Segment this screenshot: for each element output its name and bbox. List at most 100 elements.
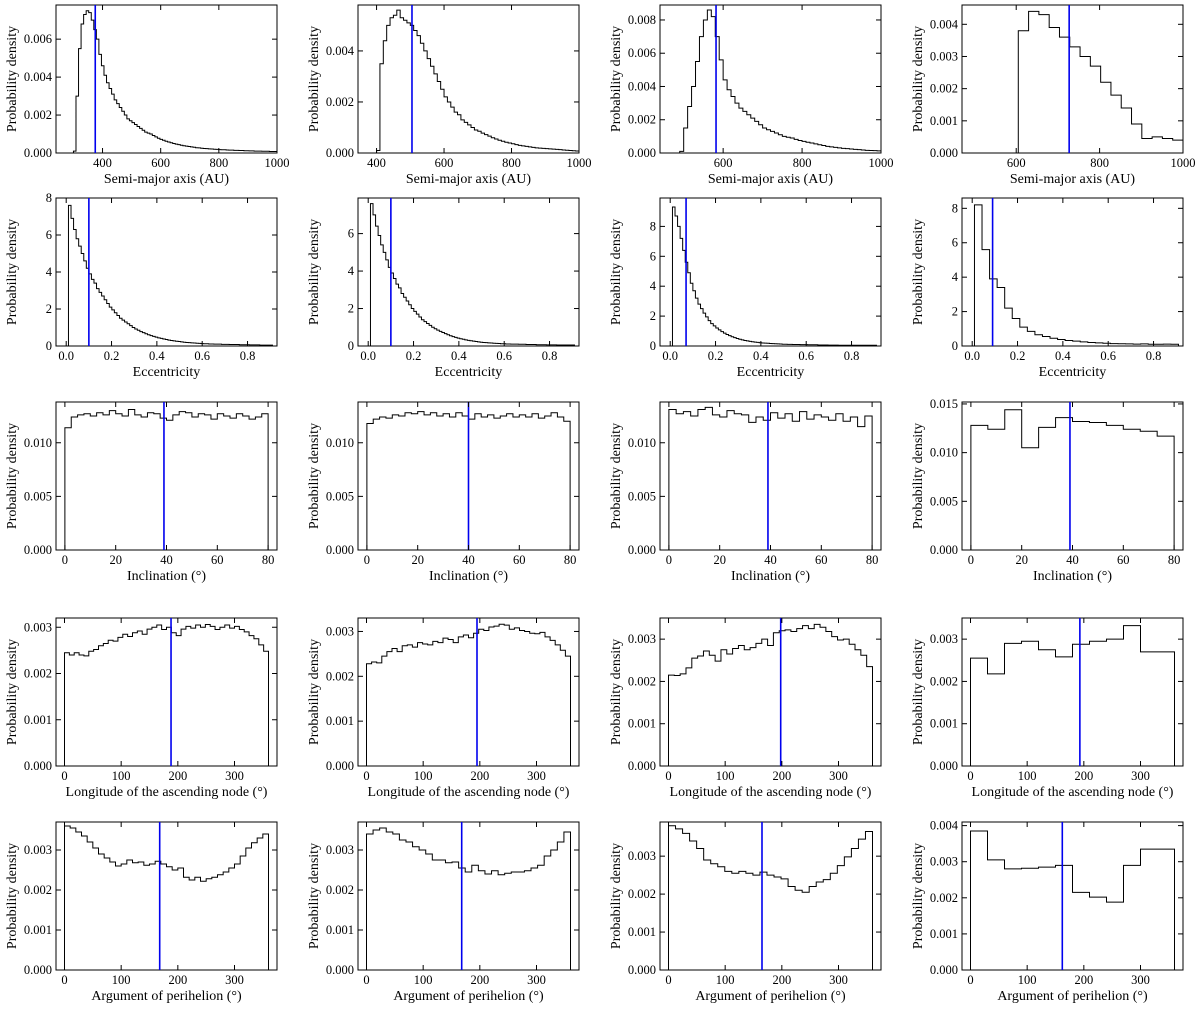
y-axis-title: Probability density	[5, 639, 20, 745]
y-tick-label: 8	[650, 219, 656, 233]
y-tick-label: 4	[952, 270, 959, 284]
y-tick-label: 0.002	[930, 674, 958, 688]
y-tick-label: 0.003	[930, 49, 958, 63]
histogram-panel: 0 100 200 300 0.000 0.001 0.002 0.003 Longitude …	[911, 617, 1184, 800]
y-tick-label: 0.000	[326, 543, 354, 557]
y-tick-label: 0.001	[24, 713, 52, 727]
y-tick-label: 0.002	[628, 674, 656, 688]
y-tick-label: 0.005	[930, 494, 958, 508]
plot-frame	[55, 401, 278, 551]
histogram-steps	[64, 409, 269, 550]
y-axis-title: Probability density	[5, 219, 20, 325]
histogram-steps	[64, 623, 269, 766]
histogram-panel: 0 100 200 300 0.000 0.001 0.002 0.003 Longitude …	[307, 617, 580, 800]
x-tick-label: 0	[666, 553, 672, 567]
histogram-steps	[970, 625, 1175, 766]
y-axis-title: Probability density	[307, 639, 322, 745]
x-tick-label: 0.4	[753, 349, 769, 363]
y-tick-label: 2	[650, 309, 656, 323]
x-axis-title: Eccentricity	[435, 365, 503, 380]
y-tick-label: 0.001	[628, 717, 656, 731]
y-axis-title: Probability density	[5, 423, 20, 529]
x-axis-title: Eccentricity	[737, 365, 805, 380]
x-tick-label: 300	[1131, 973, 1150, 987]
x-tick-label: 80	[564, 553, 577, 567]
y-tick-label: 2	[348, 302, 354, 316]
y-tick-label: 0.010	[24, 436, 52, 450]
x-axis-title: Semi-major axis (AU)	[708, 172, 834, 187]
y-tick-label: 0.002	[24, 883, 52, 897]
y-tick-label: 0.003	[24, 843, 52, 857]
x-tick-label: 0	[364, 553, 370, 567]
x-tick-label: 100	[112, 769, 131, 783]
x-tick-label: 20	[109, 553, 122, 567]
histogram-steps	[970, 409, 1175, 550]
plot-frame	[357, 4, 580, 154]
y-tick-label: 0	[46, 339, 52, 353]
histogram-steps	[973, 204, 1179, 346]
histogram-steps	[67, 204, 273, 346]
x-tick-label: 0.8	[542, 349, 558, 363]
x-axis-title: Inclination (°)	[731, 569, 810, 584]
plot-frame	[659, 197, 882, 347]
x-tick-label: 40	[160, 553, 173, 567]
x-tick-label: 0.8	[1146, 349, 1162, 363]
x-axis-title: Eccentricity	[1039, 365, 1107, 380]
x-axis-title: Inclination (°)	[429, 569, 508, 584]
plot-frame	[961, 617, 1184, 767]
histogram-panel: 0.0 0.2 0.4 0.6 0.8 0 2 4 6 Eccentricity Probabili…	[307, 197, 580, 380]
y-tick-label: 0	[348, 339, 354, 353]
y-tick-label: 0.001	[930, 927, 958, 941]
plot-frame	[659, 617, 882, 767]
y-tick-label: 0.000	[930, 543, 958, 557]
plot-frame	[55, 821, 278, 971]
histogram-panel: 0 100 200 300 0.000 0.001 0.002 0.003 Argument o…	[609, 821, 882, 1004]
x-tick-label: 0	[967, 769, 973, 783]
histogram-steps	[970, 830, 1175, 970]
x-tick-label: 80	[262, 553, 275, 567]
y-tick-label: 0.000	[24, 759, 52, 773]
y-axis-title: Probability density	[609, 423, 624, 529]
y-tick-label: 0.000	[628, 759, 656, 773]
x-axis-title: Argument of perihelion (°)	[997, 989, 1148, 1004]
x-tick-label: 60	[513, 553, 526, 567]
x-tick-label: 200	[772, 973, 791, 987]
x-tick-label: 0.2	[1010, 349, 1026, 363]
y-tick-label: 0.004	[628, 79, 657, 93]
y-tick-label: 0.001	[930, 114, 958, 128]
y-tick-label: 4	[348, 264, 355, 278]
x-tick-label: 0.8	[844, 349, 860, 363]
histogram-steps	[369, 203, 575, 346]
x-tick-label: 800	[209, 156, 228, 170]
x-tick-label: 400	[93, 156, 112, 170]
y-tick-label: 0.003	[326, 624, 354, 638]
x-tick-label: 20	[411, 553, 424, 567]
x-tick-label: 80	[866, 553, 879, 567]
y-tick-label: 0.003	[930, 855, 958, 869]
y-tick-label: 0.005	[24, 489, 52, 503]
y-axis-title: Probability density	[307, 423, 322, 529]
plot-frame	[961, 401, 1184, 551]
x-tick-label: 40	[1066, 553, 1079, 567]
x-tick-label: 300	[1131, 769, 1150, 783]
y-tick-label: 0.010	[628, 436, 656, 450]
x-tick-label: 100	[1018, 769, 1037, 783]
x-tick-label: 60	[211, 553, 224, 567]
x-tick-label: 0.6	[496, 349, 512, 363]
x-tick-label: 400	[367, 156, 386, 170]
y-tick-label: 0.010	[930, 446, 958, 460]
x-axis-title: Longitude of the ascending node (°)	[66, 785, 268, 800]
plot-frame	[961, 821, 1184, 971]
y-tick-label: 0.003	[24, 620, 52, 634]
x-tick-label: 600	[714, 156, 733, 170]
x-tick-label: 0	[665, 769, 671, 783]
y-axis-title: Probability density	[911, 219, 926, 325]
y-tick-label: 0.002	[930, 891, 958, 905]
x-tick-label: 600	[1007, 156, 1026, 170]
histogram-steps	[668, 825, 873, 970]
x-tick-label: 1000	[1171, 156, 1196, 170]
y-tick-label: 0.002	[326, 669, 354, 683]
y-axis-title: Probability density	[911, 423, 926, 529]
x-tick-label: 300	[527, 973, 546, 987]
